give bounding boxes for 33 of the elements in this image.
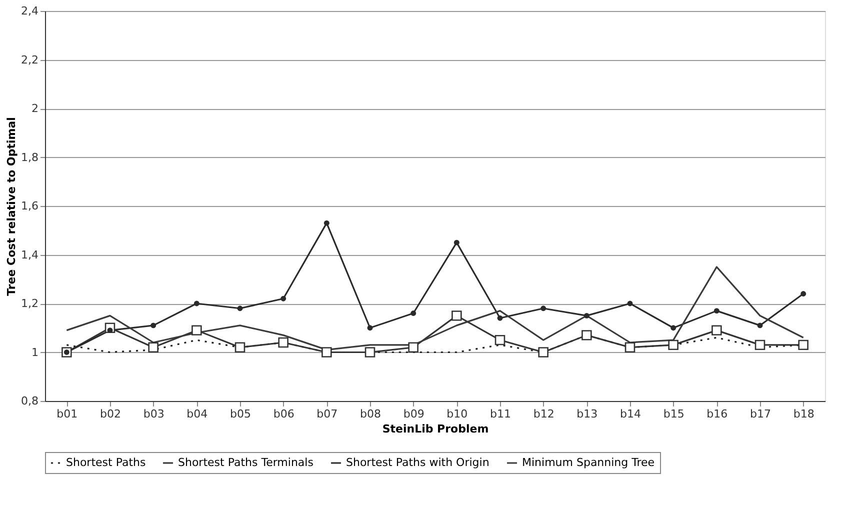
y-tick-label: 1,6 <box>21 200 38 212</box>
x-tick-label: b10 <box>446 408 468 420</box>
legend-label: Minimum Spanning Tree <box>522 456 655 469</box>
y-tick-label: 1 <box>32 346 38 359</box>
y-tick-label: 2 <box>32 102 38 115</box>
y-tick-label: 1,4 <box>21 248 38 262</box>
x-tick-label: b07 <box>316 408 338 420</box>
x-tick-label: b04 <box>186 408 208 420</box>
x-tick-label: b11 <box>490 408 511 420</box>
y-tick-label: 2,2 <box>21 53 38 66</box>
x-tick-label: b14 <box>620 408 641 420</box>
x-tick-label: b13 <box>576 408 598 420</box>
x-tick-label: b18 <box>793 408 814 420</box>
y-tick-label: 1,2 <box>21 297 38 310</box>
x-tick-label: b05 <box>230 408 251 420</box>
y-tick-label: 1,8 <box>21 150 38 164</box>
x-tick-label: b06 <box>273 408 294 420</box>
legend-label: Shortest Paths <box>66 456 146 469</box>
x-tick-label: b17 <box>750 408 771 420</box>
legend-label: Shortest Paths Terminals <box>178 456 314 469</box>
x-tick-label: b12 <box>533 408 554 420</box>
legend-label: Shortest Paths with Origin <box>346 456 490 469</box>
y-tick-label: 0,8 <box>21 394 38 408</box>
y-axis-title: Tree Cost relative to Optimal <box>5 117 18 296</box>
x-tick-label: b08 <box>360 408 381 420</box>
x-tick-label: b01 <box>56 408 78 420</box>
y-tick-label: 2,4 <box>21 4 38 18</box>
x-tick-label: b16 <box>706 408 728 420</box>
x-tick-label: b03 <box>143 408 164 420</box>
x-tick-label: b15 <box>663 408 684 420</box>
x-axis-title: SteinLib Problem <box>382 422 489 436</box>
x-tick-label: b02 <box>100 408 121 420</box>
x-tick-label: b09 <box>403 408 424 420</box>
